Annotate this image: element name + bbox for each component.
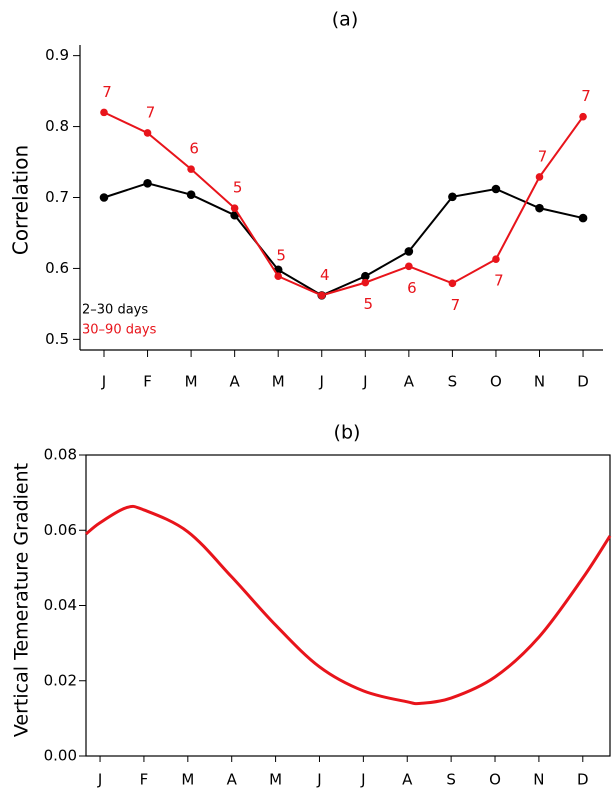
x-tick-label: F — [143, 373, 152, 391]
point — [579, 112, 587, 121]
point — [143, 129, 152, 137]
y-tick-label: 0.02 — [44, 671, 77, 689]
point-annotation: 6 — [189, 140, 199, 158]
point — [578, 213, 588, 223]
point — [404, 247, 414, 256]
x-tick-label: J — [97, 771, 102, 789]
y-tick-label: 0.04 — [44, 596, 77, 614]
x-tick-label: F — [140, 771, 149, 789]
x-tick-label: D — [577, 771, 589, 789]
point — [274, 272, 283, 281]
point — [317, 291, 326, 300]
point — [186, 190, 196, 199]
point — [100, 108, 108, 117]
x-tick-label: O — [489, 771, 501, 789]
series-line — [103, 111, 584, 297]
series-line — [85, 504, 612, 706]
x-tick-label: A — [402, 771, 413, 789]
x-tick-label: M — [185, 373, 198, 391]
x-tick-label: S — [446, 771, 456, 789]
x-tick-label: N — [533, 771, 544, 789]
point-annotation: 7 — [146, 103, 156, 121]
y-tick-label: 0.8 — [45, 117, 69, 135]
y-tick-label: 0.9 — [45, 46, 69, 64]
point — [143, 179, 152, 188]
point-annotation: 7 — [581, 87, 591, 105]
x-tick-label: M — [181, 771, 194, 789]
x-tick-label: M — [272, 373, 285, 391]
x-tick-label: J — [319, 373, 324, 391]
point — [361, 278, 370, 287]
point — [491, 184, 501, 194]
point-annotation: 7 — [538, 147, 548, 165]
point-annotation: 7 — [494, 272, 504, 290]
point — [405, 262, 413, 271]
point — [230, 204, 239, 212]
x-tick-label: O — [490, 373, 502, 391]
point-annotation: 7 — [102, 83, 112, 101]
y-tick-label: 0.7 — [45, 188, 69, 206]
point-annotation: 5 — [364, 295, 374, 313]
x-tick-label: N — [534, 373, 545, 391]
point — [492, 255, 500, 264]
legend-label: 2–30 days — [82, 303, 148, 318]
point — [361, 271, 370, 281]
point-annotation: 5 — [276, 247, 286, 265]
chart-title: (a) — [332, 9, 358, 31]
x-tick-label: J — [316, 771, 321, 789]
y-tick-label: 0.06 — [44, 521, 77, 539]
y-tick-label: 0.5 — [45, 330, 69, 348]
point-annotation: 6 — [407, 279, 417, 297]
x-tick-label: S — [448, 373, 458, 391]
x-tick-label: A — [227, 771, 238, 789]
point — [535, 173, 544, 181]
x-tick-label: A — [230, 373, 241, 391]
point — [448, 192, 457, 202]
plot-frame — [85, 454, 611, 757]
y-tick-label: 0.08 — [44, 446, 77, 464]
point-annotation: 5 — [233, 179, 243, 197]
y-axis-label: Correlation — [9, 145, 33, 255]
y-tick-label: 0.00 — [44, 747, 77, 765]
point-annotation: 4 — [320, 266, 330, 284]
point — [99, 193, 109, 202]
point-annotation: 7 — [451, 296, 461, 314]
point — [448, 279, 457, 288]
x-tick-label: J — [360, 771, 365, 789]
x-tick-label: M — [269, 771, 282, 789]
x-tick-label: J — [362, 373, 367, 391]
x-tick-label: A — [404, 373, 415, 391]
series-line — [103, 182, 584, 297]
point — [187, 165, 195, 173]
point — [535, 203, 544, 213]
x-tick-label: J — [101, 373, 106, 391]
legend-label: 30–90 days — [82, 323, 157, 338]
y-tick-label: 0.6 — [45, 259, 69, 277]
y-axis-label: Vertical Temerature Gradient — [11, 463, 33, 737]
chart-title: (b) — [334, 422, 361, 444]
x-tick-label: D — [577, 373, 589, 391]
